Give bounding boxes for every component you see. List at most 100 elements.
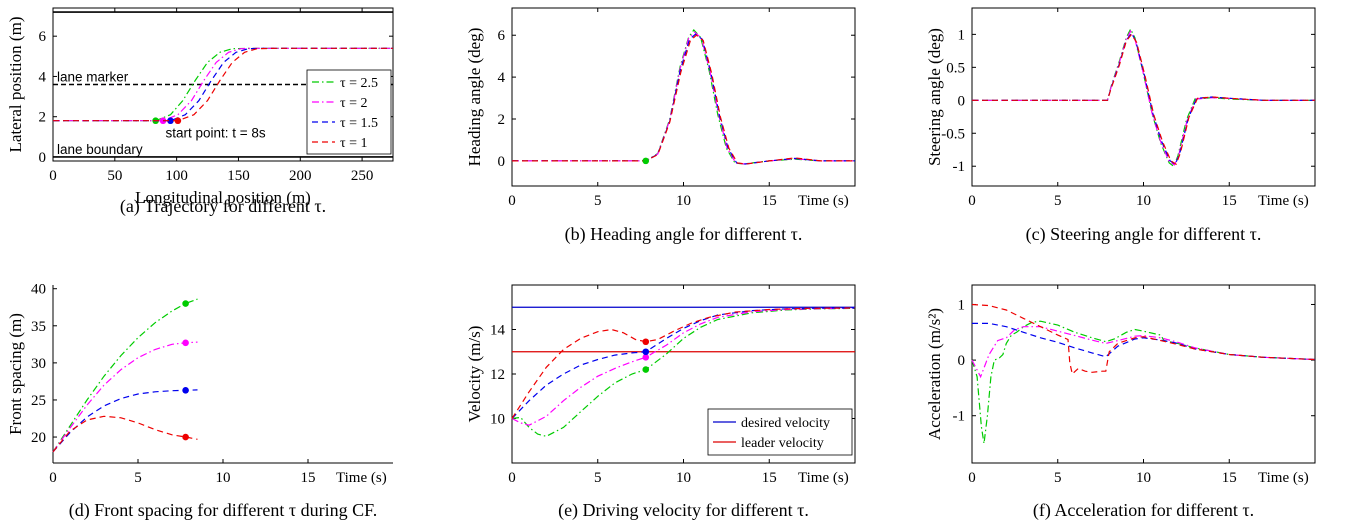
panel-f: 0 5 10 15 -1 0 1 Time (s) Acceleration (m/s²) (f)… — [925, 284, 1316, 521]
y-axis-label: Acceleration (m/s²) — [925, 308, 944, 440]
x-tick-label: 15 — [1222, 193, 1237, 209]
y-tick-label: 1 — [958, 27, 966, 43]
series-line — [972, 33, 1315, 166]
legend-label: desired velocity — [741, 416, 830, 431]
y-tick-label: 14 — [490, 323, 506, 339]
legend-label: τ = 1.5 — [340, 116, 378, 131]
y-tick-label: 40 — [31, 282, 46, 298]
series-line — [511, 307, 856, 419]
x-tick-label: 5 — [1054, 470, 1062, 486]
series-line — [971, 320, 1316, 444]
y-tick-label: 12 — [490, 367, 505, 383]
y-tick-label: 25 — [31, 393, 46, 409]
annotation-start-point: start point: t = 8s — [166, 126, 266, 141]
x-tick-label: 100 — [165, 168, 188, 184]
y-axis-label: Steering angle (deg) — [925, 28, 944, 166]
series-line — [53, 47, 393, 122]
x-tick-label: 250 — [351, 168, 374, 184]
x-tick-label: 200 — [289, 168, 312, 184]
series-line — [512, 34, 855, 165]
series-marker — [182, 387, 189, 394]
legend-box — [707, 408, 853, 456]
start-marker — [642, 157, 650, 165]
caption: (b) Heading angle for different τ. — [565, 224, 803, 245]
start-point-marker — [174, 117, 182, 125]
series-line — [511, 307, 856, 437]
y-tick-label: 20 — [31, 430, 46, 446]
series-marker — [642, 354, 650, 361]
series-line — [972, 322, 1316, 361]
panel-b: 0 5 10 15 0 2 4 6 Time (s) Heading angle (deg) (b)… — [465, 7, 856, 245]
x-axis-label: Time (s) — [336, 470, 387, 486]
x-tick-label: 0 — [508, 193, 516, 209]
x-tick-label: 10 — [676, 470, 691, 486]
caption: (a) Trajectory for different τ. — [120, 196, 326, 217]
series-line — [52, 298, 198, 453]
x-tick-label: 15 — [301, 470, 316, 486]
x-tick-label: 5 — [594, 470, 602, 486]
panel-a: 0 50 100 150 200 250 0 2 4 6 Longitudinal position… — [6, 7, 394, 217]
x-tick-label: 0 — [968, 193, 976, 209]
series-marker — [642, 366, 650, 373]
x-axis-label: Time (s) — [1258, 470, 1309, 486]
axes-frame — [971, 284, 1316, 464]
x-axis-label: Time (s) — [798, 470, 849, 486]
x-tick-label: 5 — [1054, 193, 1062, 209]
x-tick-label: 5 — [134, 470, 142, 486]
x-axis-label: Time (s) — [798, 193, 849, 209]
x-tick-label: 15 — [762, 470, 777, 486]
y-axis-label: Lateral position (m) — [6, 17, 25, 153]
series-marker — [182, 433, 189, 441]
y-tick-label: 0 — [958, 353, 966, 369]
x-tick-label: 0 — [508, 470, 516, 486]
series-line — [52, 341, 198, 453]
x-axis-label: Longitudinal position (m) — [135, 188, 311, 207]
axes-frame — [971, 7, 1316, 187]
y-tick-label: 0 — [39, 150, 47, 166]
legend-label: leader velocity — [741, 436, 824, 451]
x-tick-label: 15 — [762, 193, 777, 209]
y-tick-label: 0 — [958, 93, 966, 109]
x-axis-label: Time (s) — [1258, 193, 1309, 209]
legend-box — [306, 69, 392, 155]
series-line — [972, 27, 1315, 168]
legend-label: τ = 2.5 — [340, 76, 378, 91]
y-axis-label: Heading angle (deg) — [465, 28, 484, 167]
series-marker — [642, 348, 650, 356]
x-tick-label: 15 — [1222, 470, 1237, 486]
series-line — [512, 31, 855, 165]
y-tick-label: 1 — [958, 297, 966, 313]
series-marker — [182, 300, 189, 307]
caption: (e) Driving velocity for different τ. — [558, 500, 809, 521]
y-tick-label: 6 — [498, 28, 506, 44]
y-tick-label: 35 — [31, 319, 46, 335]
y-tick-label: -1 — [953, 409, 966, 425]
series-line — [972, 29, 1315, 166]
y-axis-label: Velocity (m/s) — [465, 326, 484, 423]
start-point-marker — [167, 117, 174, 125]
caption: (d) Front spacing for different τ during… — [69, 500, 377, 521]
series-line — [52, 415, 198, 453]
y-tick-label: 6 — [39, 29, 47, 45]
y-tick-label: 30 — [31, 356, 46, 372]
series-line — [971, 326, 1316, 379]
caption: (c) Steering angle for different τ. — [1026, 224, 1262, 245]
series-line — [971, 303, 1316, 376]
y-tick-label: 10 — [490, 412, 505, 428]
y-axis-label: Front spacing (m) — [6, 313, 25, 435]
y-tick-label: 0.5 — [946, 60, 965, 76]
x-tick-label: 50 — [107, 168, 122, 184]
x-tick-label: 10 — [1136, 193, 1151, 209]
series-line — [512, 29, 855, 165]
legend-label: τ = 1 — [340, 136, 368, 151]
x-tick-label: 10 — [216, 470, 231, 486]
y-tick-label: 4 — [498, 70, 506, 86]
x-tick-label: 150 — [227, 168, 250, 184]
x-tick-label: 0 — [968, 470, 976, 486]
panel-d: 0 5 10 15 20 25 30 35 40 Time (s) Front spacing (m… — [6, 282, 393, 521]
x-tick-label: 0 — [49, 168, 57, 184]
series-line — [511, 307, 856, 426]
series-marker — [182, 339, 189, 347]
y-tick-label: 4 — [39, 69, 47, 85]
